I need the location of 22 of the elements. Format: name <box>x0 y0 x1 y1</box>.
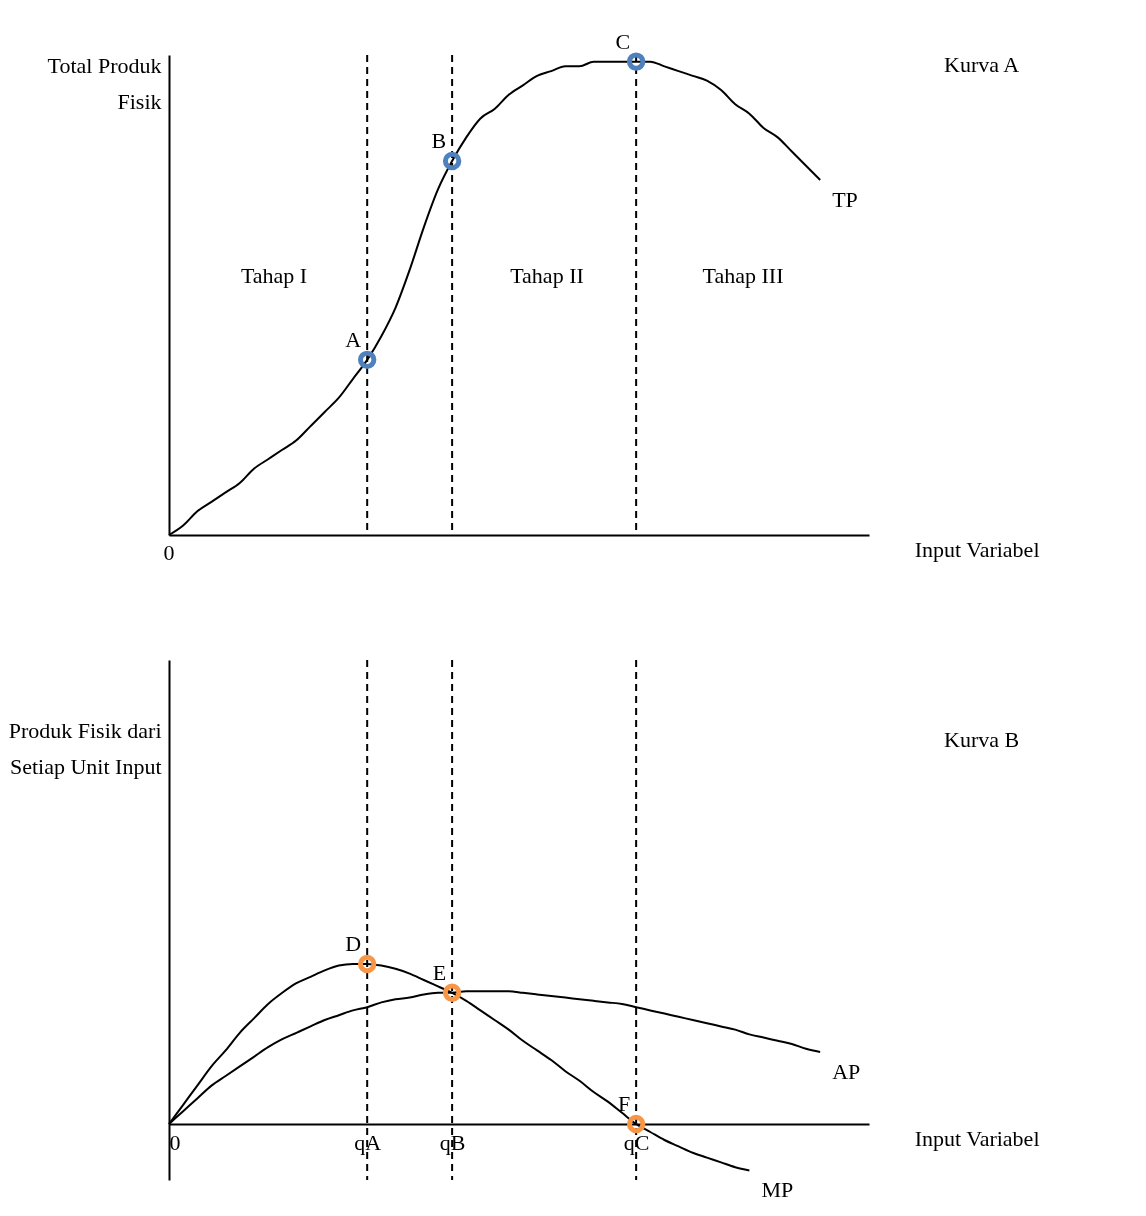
annotation: Tahap III <box>702 262 784 288</box>
x-tick-label: qB <box>439 1129 466 1155</box>
y-axis-title: Produk Fisik dari Setiap Unit Input <box>8 717 162 779</box>
text: Kurva A <box>944 52 1020 77</box>
text: Kurva B <box>944 727 1020 752</box>
x-tick-label: qA <box>354 1129 382 1155</box>
annotation: 0 <box>163 540 175 565</box>
annotation: B <box>431 128 447 154</box>
series-label: MP <box>761 1177 794 1203</box>
annotation: D <box>345 931 362 956</box>
x-axis-title: Input Variabel <box>914 1125 1040 1151</box>
annotation: E <box>432 959 447 985</box>
series-label: AP <box>832 1059 861 1084</box>
annotation: Tahap II <box>510 262 584 288</box>
annotation: A <box>345 326 362 352</box>
annotation: C <box>615 28 631 54</box>
y-axis-title: Total Produk Fisik <box>47 52 162 114</box>
annotation: Tahap I <box>240 262 308 288</box>
x-tick-label: 0 <box>169 1129 181 1155</box>
series-label: TP <box>832 186 858 212</box>
annotation: F <box>617 1091 631 1116</box>
x-axis-title: Input Variabel <box>914 536 1040 562</box>
